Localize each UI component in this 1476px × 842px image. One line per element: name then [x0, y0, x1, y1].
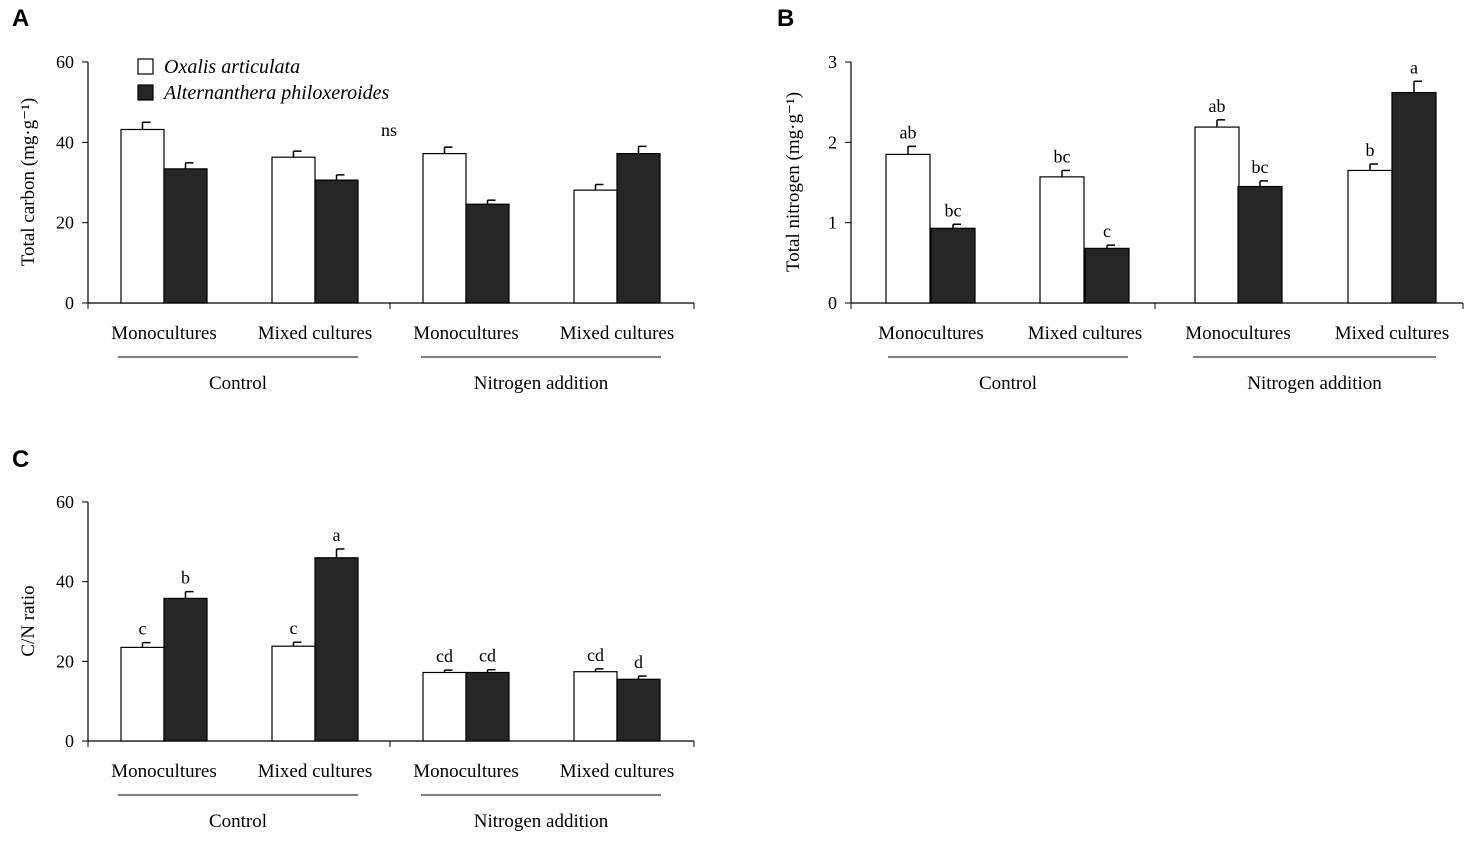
bar-alternanthera [616, 678, 661, 742]
x-tick-label: Mixed cultures [560, 323, 675, 344]
legend-swatch [137, 58, 154, 75]
significance-letter: bc [1054, 146, 1071, 166]
y-tick-label: 0 [65, 293, 74, 313]
x-tick-label: Mixed cultures [258, 761, 373, 782]
significance-letter: c [290, 618, 298, 638]
bar-oxalis [573, 189, 618, 304]
legend-label: Oxalis articulata [164, 56, 300, 78]
group-label: Control [979, 373, 1037, 394]
y-tick-label: 20 [56, 213, 74, 233]
bar-alternanthera [163, 597, 208, 742]
bar-alternanthera [930, 227, 976, 304]
bar-alternanthera [163, 168, 208, 304]
legend-label: Alternanthera philoxeroides [162, 82, 390, 104]
panel-letter: C [12, 446, 29, 473]
y-tick-label: 2 [828, 132, 837, 152]
panel-c: C 0 20 40 60 C/N ratio c c cd cd b a cd d Monocultures… [12, 446, 695, 832]
x-tick-label: Mixed cultures [258, 323, 373, 344]
bar-oxalis [885, 153, 931, 304]
significance-letter: b [1366, 140, 1375, 160]
y-tick-label: 20 [56, 651, 74, 671]
bar-oxalis [271, 156, 316, 304]
group-label: Nitrogen addition [474, 373, 609, 394]
x-tick-label: Monocultures [1185, 323, 1291, 344]
bar-oxalis [1039, 176, 1085, 304]
bar-oxalis [120, 646, 165, 742]
bar-alternanthera [314, 557, 359, 742]
group-label: Nitrogen addition [1247, 373, 1382, 394]
group-label: Control [209, 811, 267, 832]
group-label: Nitrogen addition [474, 811, 609, 832]
bar-alternanthera [314, 179, 359, 304]
ns-annotation: ns [381, 120, 397, 140]
significance-letter: cd [587, 645, 604, 665]
y-axis-label: Total nitrogen (mg·g⁻¹) [783, 92, 804, 272]
significance-letter: b [181, 568, 190, 588]
x-tick-label: Monocultures [111, 323, 217, 344]
significance-letter: d [634, 652, 643, 672]
bar-oxalis [1347, 169, 1393, 304]
bar-alternanthera [465, 203, 510, 304]
panel-a: A 0 20 40 60 Total carbon (mg·g⁻¹) Monoculture… [12, 5, 695, 394]
bar-alternanthera [465, 671, 510, 742]
bar-alternanthera [1237, 185, 1283, 304]
y-axis-label: Total carbon (mg·g⁻¹) [18, 98, 39, 266]
bar-oxalis [271, 645, 316, 742]
significance-letter: cd [479, 646, 496, 666]
y-tick-label: 40 [56, 572, 74, 592]
x-tick-label: Monocultures [413, 761, 519, 782]
x-tick-label: Mixed cultures [560, 761, 675, 782]
bar-oxalis [120, 128, 165, 304]
significance-letter: ab [900, 122, 917, 142]
x-tick-label: Monocultures [878, 323, 984, 344]
panel-letter: B [777, 5, 794, 32]
bar-alternanthera [1391, 91, 1437, 304]
x-tick-label: Monocultures [111, 761, 217, 782]
y-tick-label: 60 [56, 52, 74, 72]
bar-alternanthera [1084, 247, 1130, 304]
group-label: Control [209, 373, 267, 394]
significance-letter: bc [1252, 157, 1269, 177]
y-tick-label: 0 [828, 293, 837, 313]
significance-letter: cd [436, 646, 453, 666]
significance-letter: a [1410, 57, 1418, 77]
significance-letter: c [1103, 221, 1111, 241]
significance-letter: bc [945, 200, 962, 220]
y-tick-label: 0 [65, 731, 74, 751]
legend-swatch [137, 84, 154, 101]
significance-letter: a [333, 525, 341, 545]
significance-letter: c [139, 619, 147, 639]
y-tick-label: 3 [828, 52, 837, 72]
y-tick-label: 60 [56, 492, 74, 512]
bar-oxalis [422, 152, 467, 304]
bar-oxalis [1194, 126, 1240, 304]
significance-letter: ab [1209, 96, 1226, 116]
x-tick-label: Mixed cultures [1335, 323, 1450, 344]
panel-letter: A [12, 5, 29, 32]
x-tick-label: Monocultures [413, 323, 519, 344]
bar-oxalis [422, 671, 467, 742]
y-tick-label: 40 [56, 132, 74, 152]
y-tick-label: 1 [828, 213, 837, 233]
bar-alternanthera [616, 152, 661, 304]
panel-b: B 0 1 2 3 Total nitrogen (mg·g⁻¹) ab bc ab b bc c bc… [777, 5, 1464, 394]
y-axis-label: C/N ratio [18, 585, 39, 656]
x-tick-label: Mixed cultures [1028, 323, 1143, 344]
bar-oxalis [573, 671, 618, 742]
